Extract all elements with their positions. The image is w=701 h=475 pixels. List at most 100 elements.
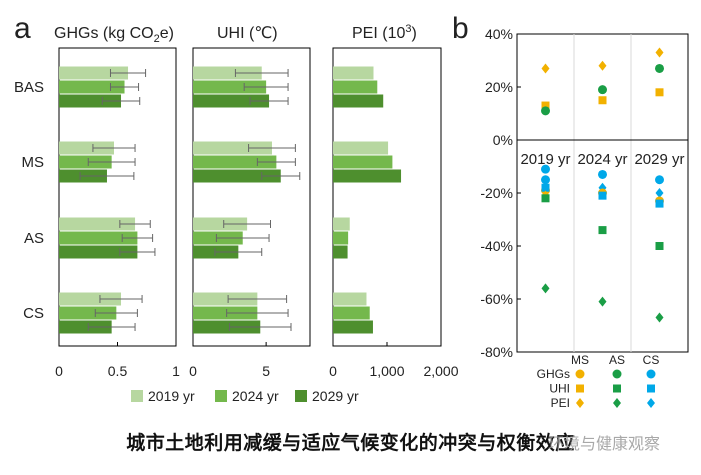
point-square [655, 242, 664, 250]
y-tick-label: -60% [480, 291, 513, 307]
point-diamond [647, 398, 655, 408]
point-square [655, 199, 664, 208]
category-label-as: AS [24, 230, 44, 247]
bar-bas-2024yr [59, 80, 125, 94]
bar-as-2029yr [59, 245, 138, 259]
y-tick-label: 40% [485, 26, 513, 42]
point-circle [575, 369, 585, 379]
panel-a-bar-charts: GHGs (kg CO2e) 0 0.5 1 BAS MS AS CS UHI (℃) 0 5 PEI… [14, 23, 459, 379]
bar-cs-2029yr [193, 320, 261, 334]
bar-cs-2029yr [59, 320, 112, 334]
x-tick-label: 0 [329, 363, 337, 379]
point-circle [655, 175, 664, 185]
watermark: 环境与健康观察 [548, 434, 661, 453]
bar-cs-2019yr [193, 292, 258, 306]
panel-label-b: b [452, 12, 469, 45]
panel-label-a: a [14, 12, 31, 45]
category-label-ms: MS [22, 154, 45, 171]
bar-bas-2024yr [193, 80, 267, 94]
x-tick-label: 5 [262, 363, 270, 379]
panel-a3-title: PEI (103) [352, 23, 417, 42]
legend-header-cs: CS [643, 353, 660, 367]
legend-swatch-0 [131, 390, 143, 402]
point-diamond [598, 296, 607, 307]
plot-frame [192, 47, 311, 347]
legend-label-0: 2019 yr [148, 388, 195, 404]
point-circle [598, 85, 607, 95]
bar-cs-2024yr [193, 306, 258, 320]
point-square [598, 96, 607, 105]
category-label-cs: CS [23, 305, 44, 322]
point-circle [646, 369, 656, 379]
panel-b-scatter-chart: 40% 20% 0% -20% -40% -60% -80% 2019 yr 2024 yr 20… [480, 26, 689, 410]
bar-bas-2019yr [193, 66, 262, 80]
group-label-0: 2019 yr [520, 151, 570, 168]
legend-label-1: 2024 yr [232, 388, 279, 404]
group-label-1: 2024 yr [577, 151, 627, 168]
legend-row-ghgs: GHGs [537, 367, 570, 381]
point-diamond [576, 398, 584, 408]
point-diamond [655, 47, 664, 58]
point-square [598, 226, 607, 235]
bar-bas-2029yr [333, 94, 384, 108]
point-diamond [541, 283, 550, 294]
group-label-2: 2029 yr [634, 151, 684, 168]
point-square [541, 194, 550, 203]
bar-bas-2024yr [333, 80, 378, 94]
bar-ms-2024yr [193, 155, 277, 169]
x-tick-label: 2,000 [423, 363, 458, 379]
bar-ms-2029yr [333, 169, 402, 183]
legend-years: 2019 yr 2024 yr 2029 yr [131, 388, 359, 404]
point-circle [541, 164, 550, 174]
bar-panel-1: GHGs (kg CO2e) 0 0.5 1 BAS MS AS CS [14, 25, 180, 379]
point-square [613, 384, 621, 393]
x-tick-label: 0 [55, 363, 63, 379]
y-tick-label: 20% [485, 79, 513, 95]
bar-cs-2024yr [59, 306, 117, 320]
category-label-bas: BAS [14, 79, 44, 96]
bar-as-2019yr [193, 217, 248, 231]
bar-cs-2019yr [59, 292, 122, 306]
point-square [647, 384, 655, 393]
point-diamond [655, 312, 664, 323]
figure-caption: 城市土地利用减缓与适应气候变化的冲突与权衡效应 [126, 432, 575, 454]
bar-as-2019yr [59, 217, 136, 231]
bar-cs-2029yr [333, 320, 373, 334]
bar-panel-3: PEI (103) 0 1,000 2,000 [329, 23, 459, 379]
bar-bas-2019yr [333, 66, 374, 80]
x-tick-label: 0.5 [108, 363, 128, 379]
y-tick-label: -20% [480, 185, 513, 201]
bar-ms-2019yr [333, 141, 389, 155]
point-square [598, 191, 607, 200]
point-square [576, 384, 584, 393]
point-circle [541, 106, 550, 116]
bar-as-2024yr [333, 231, 349, 245]
bar-ms-2024yr [59, 155, 112, 169]
legend-row-pei: PEI [551, 396, 570, 410]
bar-as-2024yr [59, 231, 138, 245]
point-square [541, 183, 550, 192]
point-diamond [655, 188, 664, 198]
legend-header-as: AS [609, 353, 625, 367]
x-tick-label: 1 [172, 363, 180, 379]
x-tick-label: 1,000 [369, 363, 404, 379]
point-circle [655, 63, 664, 73]
legend-swatch-2 [295, 390, 307, 402]
bar-panel-2: UHI (℃) 0 5 [189, 25, 311, 379]
bar-ms-2019yr [193, 141, 272, 155]
point-diamond [541, 63, 550, 74]
legend-swatch-1 [215, 390, 227, 402]
panel-a1-title: GHGs (kg CO2e) [54, 25, 174, 45]
panel-a2-title: UHI (℃) [217, 25, 278, 42]
bar-ms-2019yr [59, 141, 114, 155]
y-tick-label: -80% [480, 344, 513, 360]
bar-cs-2024yr [333, 306, 370, 320]
y-tick-label: 0% [493, 132, 513, 148]
bar-ms-2029yr [193, 169, 281, 183]
bar-ms-2024yr [333, 155, 393, 169]
y-tick-label: -40% [480, 238, 513, 254]
point-circle [612, 369, 622, 379]
bar-bas-2029yr [59, 94, 122, 108]
